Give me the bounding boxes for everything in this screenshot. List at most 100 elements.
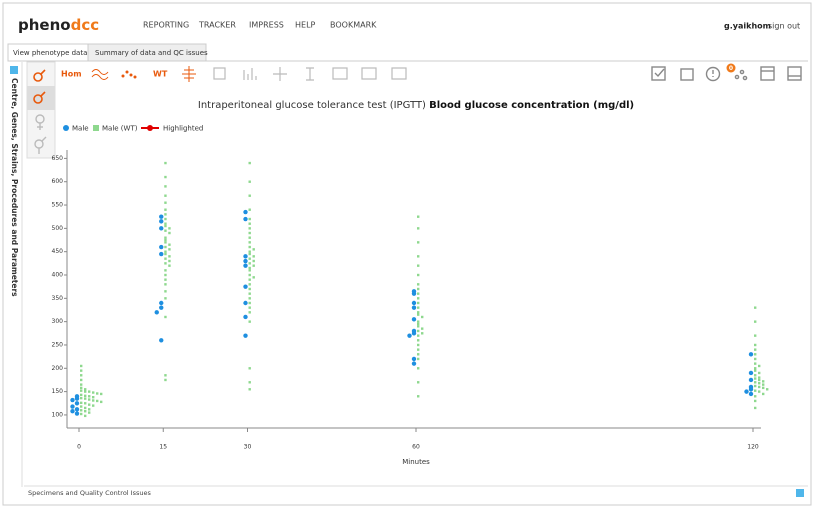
male-point[interactable]	[159, 305, 164, 310]
wt-point	[754, 353, 757, 356]
wt-point	[164, 208, 167, 211]
wt-point	[248, 222, 251, 225]
sidebar-label[interactable]: Centre, Genes, Strains, Procedures and P…	[10, 78, 19, 297]
male-point[interactable]	[243, 263, 248, 268]
tab-label[interactable]: Summary of data and QC issues	[95, 49, 208, 57]
wt-point	[252, 276, 255, 279]
wt-point	[417, 264, 420, 267]
male-point[interactable]	[411, 356, 417, 362]
wt-point	[164, 245, 167, 249]
male-point[interactable]	[159, 226, 164, 231]
nav-link[interactable]: TRACKER	[198, 21, 236, 30]
y-tick-label: 300	[52, 318, 64, 325]
tab-label[interactable]: View phenotype data	[13, 49, 87, 57]
male-point[interactable]	[411, 317, 417, 322]
male-point[interactable]	[154, 310, 159, 315]
male-point[interactable]	[159, 214, 164, 219]
male-point[interactable]	[411, 305, 417, 310]
male-point[interactable]	[243, 216, 248, 222]
wt-point	[92, 391, 95, 394]
nav-link[interactable]: BOOKMARK	[330, 21, 377, 30]
wt-point	[754, 367, 757, 370]
male-point[interactable]	[748, 352, 754, 357]
wt-point	[164, 315, 167, 319]
nav-link[interactable]: IMPRESS	[249, 21, 284, 30]
legend-label[interactable]: Male	[72, 125, 89, 133]
wt-point	[84, 402, 87, 405]
wt-point	[164, 222, 167, 225]
sidebar-toggle[interactable]	[10, 66, 18, 74]
male-point[interactable]	[74, 401, 80, 406]
male-point[interactable]	[70, 397, 75, 403]
wt-point	[248, 278, 251, 281]
toolbar-icons[interactable]	[213, 67, 407, 81]
male-point[interactable]	[74, 396, 80, 401]
footer-toggle[interactable]	[796, 489, 804, 497]
male-point[interactable]	[159, 219, 164, 224]
y-tick-label: 100	[52, 411, 64, 418]
legend-swatch	[147, 125, 153, 131]
wt-point	[417, 255, 420, 258]
wt-point	[80, 405, 83, 408]
signout[interactable]: sign out	[768, 22, 800, 31]
wt-point	[248, 381, 251, 384]
male-point[interactable]	[243, 209, 248, 215]
toolbar-right-icons[interactable]	[651, 66, 802, 82]
male-point[interactable]	[159, 251, 164, 257]
male-point[interactable]	[70, 404, 75, 409]
male-point[interactable]	[243, 333, 248, 338]
male-point[interactable]	[243, 284, 248, 289]
male-point[interactable]	[70, 409, 75, 414]
wt-point	[758, 385, 761, 389]
male-point[interactable]	[243, 300, 248, 306]
legend-label[interactable]: Highlighted	[163, 125, 203, 133]
male-point[interactable]	[159, 244, 164, 250]
legend-swatch	[63, 125, 69, 131]
male-point[interactable]	[243, 314, 248, 320]
logo[interactable]: phenodcc	[18, 16, 99, 34]
swarm-icon[interactable]	[182, 66, 196, 82]
wt-button[interactable]: WT	[153, 70, 168, 79]
hom-button[interactable]: Hom	[61, 70, 82, 79]
male-point[interactable]	[407, 333, 412, 338]
scatter-icon[interactable]	[121, 70, 137, 79]
nav-link[interactable]: HELP	[295, 21, 316, 30]
wt-point	[754, 395, 757, 398]
male-point[interactable]	[744, 389, 749, 394]
male-point[interactable]	[74, 411, 80, 416]
wt-point	[164, 250, 167, 253]
line-icon[interactable]	[91, 69, 109, 80]
male-point[interactable]	[748, 370, 754, 376]
male-point[interactable]	[74, 407, 80, 412]
male-point[interactable]	[411, 300, 417, 306]
wt-point	[164, 278, 167, 281]
nav-link[interactable]: REPORTING	[143, 21, 189, 30]
male-point[interactable]	[748, 377, 754, 383]
male-point[interactable]	[159, 300, 164, 306]
male-point[interactable]	[748, 387, 754, 392]
male-point[interactable]	[411, 291, 417, 296]
male-point[interactable]	[243, 254, 248, 259]
wt-point	[417, 301, 420, 305]
wt-point	[758, 371, 761, 375]
male-point[interactable]	[748, 391, 754, 397]
wt-point	[80, 364, 83, 368]
male-point[interactable]	[159, 338, 164, 343]
footer[interactable]: Specimens and Quality Control Issues	[28, 489, 151, 497]
title-main: Blood glucose concentration (mg/dl)	[429, 100, 634, 111]
wt-point	[417, 353, 420, 356]
male-icon[interactable]	[33, 69, 46, 82]
wt-point	[80, 369, 83, 372]
female-icon[interactable]	[35, 114, 45, 130]
legend-label[interactable]: Male (WT)	[102, 125, 138, 133]
male-icon[interactable]	[33, 91, 46, 104]
wt-point	[164, 201, 167, 204]
male-point[interactable]	[411, 331, 417, 336]
wt-point	[417, 339, 420, 342]
wt-point	[164, 290, 167, 293]
male-point[interactable]	[411, 361, 417, 366]
male-point[interactable]	[243, 258, 248, 264]
both-icon[interactable]	[34, 136, 47, 154]
tab[interactable]	[87, 43, 207, 62]
user[interactable]: g.yaikhom	[724, 22, 771, 31]
